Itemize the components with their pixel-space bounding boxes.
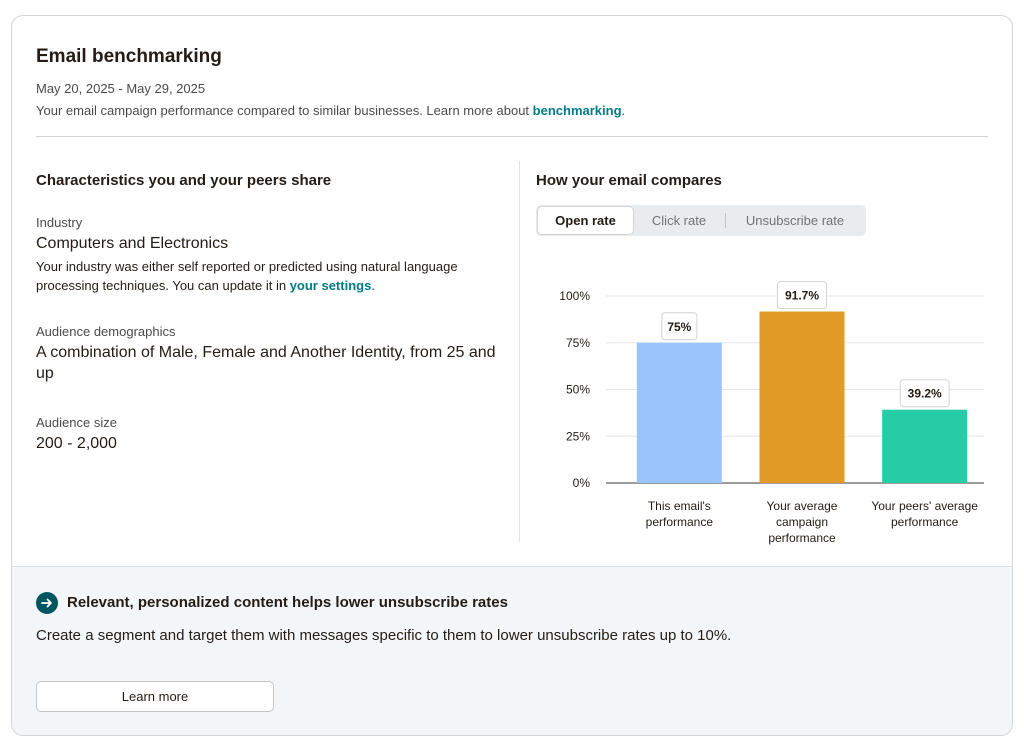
benchmark-card: Email benchmarking May 20, 2025 - May 29…: [11, 15, 1013, 736]
compare-title: How your email compares: [536, 172, 722, 189]
bar: [759, 311, 845, 483]
x-tick-label: performance: [768, 531, 836, 545]
data-label: 91.7%: [785, 289, 819, 303]
card-header: Email benchmarking May 20, 2025 - May 29…: [36, 46, 988, 118]
tab-click-rate[interactable]: Click rate: [651, 213, 707, 228]
learn-more-button[interactable]: Learn more: [36, 681, 274, 712]
audience-size-value: 200 - 2,000: [36, 435, 117, 452]
y-tick-label: 0%: [573, 476, 591, 490]
tab-open-rate[interactable]: Open rate: [538, 207, 633, 234]
demographics-value: A combination of Male, Female and Anothe…: [36, 344, 496, 382]
y-tick-label: 100%: [559, 289, 590, 303]
tip-title: Relevant, personalized content helps low…: [67, 594, 508, 611]
industry-note: Your industry was either self reported o…: [36, 257, 476, 295]
data-label-box: [899, 379, 950, 408]
settings-link[interactable]: your settings: [289, 278, 372, 293]
panel-divider: [519, 161, 520, 542]
industry-note-text: Your industry was either self reported o…: [36, 259, 458, 293]
industry-section: Industry Computers and Electronics Your …: [36, 215, 506, 295]
industry-label: Industry: [36, 215, 83, 230]
x-tick-label: Your average: [767, 499, 838, 513]
benchmarking-link[interactable]: benchmarking: [532, 103, 622, 118]
tip-body: Create a segment and target them with me…: [36, 627, 732, 644]
audience-size-label: Audience size: [36, 415, 117, 430]
bar: [882, 409, 968, 483]
header-description: Your email campaign performance compared…: [36, 103, 625, 118]
x-tick-label: performance: [891, 515, 959, 529]
x-tick-label: campaign: [776, 515, 828, 529]
description-suffix: .: [621, 103, 626, 118]
y-tick-label: 50%: [566, 383, 590, 397]
x-tick-label: Your peers' average: [871, 499, 978, 513]
tab-separator: [725, 213, 726, 228]
tip-panel: Relevant, personalized content helps low…: [12, 566, 1012, 735]
x-tick-label: This email's: [648, 499, 711, 513]
compare-panel: How your email compares Open rate Click …: [536, 172, 984, 545]
y-tick-label: 75%: [566, 336, 590, 350]
bar: [636, 342, 722, 483]
demographics-section: Audience demographics A combination of M…: [36, 324, 506, 384]
industry-value: Computers and Electronics: [36, 235, 229, 252]
description-text: Your email campaign performance compared…: [36, 103, 533, 118]
x-tick-label: performance: [646, 515, 714, 529]
y-tick-label: 25%: [566, 429, 590, 443]
characteristics-title: Characteristics you and your peers share: [36, 172, 332, 189]
audience-size-section: Audience size 200 - 2,000: [36, 415, 506, 454]
data-label: 39.2%: [908, 387, 942, 401]
characteristics-panel: Characteristics you and your peers share…: [36, 172, 506, 452]
metric-tabs: Open rate Click rate Unsubscribe rate: [536, 205, 866, 236]
arrow-right-icon: [36, 592, 58, 614]
industry-note-suffix: .: [371, 278, 375, 293]
data-label-box: [777, 281, 827, 310]
page-title: Email benchmarking: [36, 46, 222, 67]
header-divider: [36, 136, 988, 137]
date-range: May 20, 2025 - May 29, 2025: [36, 81, 206, 96]
open-rate-chart: 0% 25% 50% 75% 100% 75% This email's performanc…: [559, 281, 984, 545]
data-label-box: [661, 312, 698, 341]
demographics-label: Audience demographics: [36, 324, 176, 339]
tab-unsubscribe-rate[interactable]: Unsubscribe rate: [745, 213, 845, 228]
data-label: 75%: [667, 320, 691, 334]
